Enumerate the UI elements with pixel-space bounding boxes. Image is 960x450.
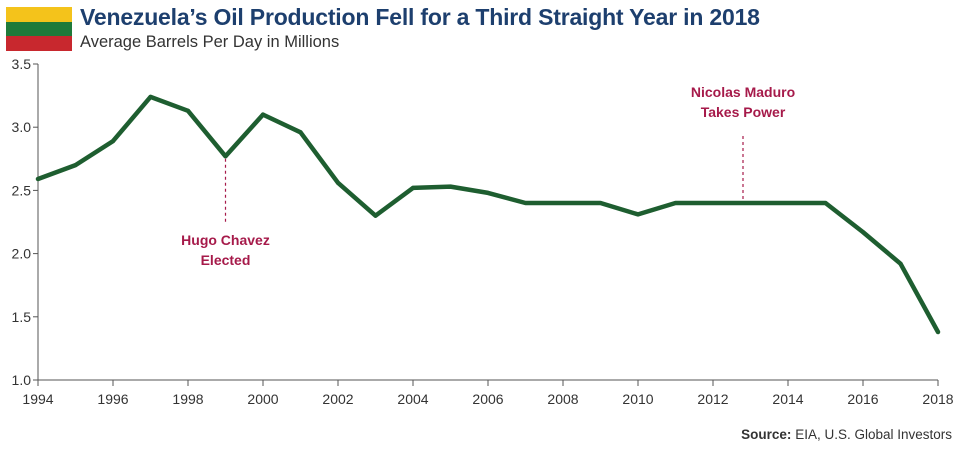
data-point xyxy=(411,185,415,190)
y-tick-label: 1.0 xyxy=(12,372,32,388)
annotation-label: Nicolas Maduro xyxy=(691,84,795,100)
series-line xyxy=(35,94,941,335)
x-tick-label: 2000 xyxy=(247,391,278,407)
x-tick-label: 2002 xyxy=(322,391,353,407)
x-tick-label: 2016 xyxy=(847,391,878,407)
x-tick-label: 1994 xyxy=(22,391,53,407)
data-point xyxy=(111,139,115,144)
data-point xyxy=(186,108,190,113)
data-point xyxy=(223,154,228,159)
chart-subtitle: Average Barrels Per Day in Millions xyxy=(80,33,340,51)
y-tick-label: 1.5 xyxy=(12,309,32,325)
data-point xyxy=(561,201,565,206)
data-point xyxy=(823,201,828,206)
x-tick-label: 2004 xyxy=(397,391,428,407)
data-point xyxy=(36,177,40,182)
data-point xyxy=(786,201,790,206)
y-tick-label: 3.0 xyxy=(12,119,32,135)
annotation-label: Takes Power xyxy=(701,104,786,120)
annotation-label: Elected xyxy=(201,252,251,268)
x-tick-label: 2010 xyxy=(622,391,653,407)
data-point xyxy=(936,329,940,334)
y-tick-label: 2.0 xyxy=(12,246,32,262)
data-point xyxy=(73,163,78,168)
x-tick-label: 1996 xyxy=(97,391,128,407)
source-text: EIA, U.S. Global Investors xyxy=(795,427,952,442)
x-tick-label: 1998 xyxy=(172,391,203,407)
flag-logo xyxy=(6,7,72,51)
data-point xyxy=(298,130,303,135)
data-point xyxy=(861,230,865,235)
data-point xyxy=(486,190,490,195)
flag-stripe-red xyxy=(6,36,72,51)
data-point xyxy=(336,180,340,185)
y-tick-label: 3.5 xyxy=(12,56,32,72)
data-point xyxy=(261,112,265,117)
data-point xyxy=(673,201,678,206)
flag-stripe-yellow xyxy=(6,7,72,22)
x-tick-label: 2014 xyxy=(772,391,803,407)
data-point xyxy=(636,212,640,217)
y-tick-label: 2.5 xyxy=(12,182,32,198)
x-tick-label: 2018 xyxy=(922,391,953,407)
data-point xyxy=(748,201,753,206)
chart-title: Venezuela’s Oil Production Fell for a Th… xyxy=(80,4,760,30)
source-note: Source: EIA, U.S. Global Investors xyxy=(741,427,952,442)
x-tick-label: 2006 xyxy=(472,391,503,407)
data-point xyxy=(898,261,903,266)
x-tick-label: 2008 xyxy=(547,391,578,407)
data-point xyxy=(523,201,528,206)
data-point xyxy=(373,213,378,218)
data-point xyxy=(598,201,603,206)
data-point xyxy=(148,94,153,99)
annotation-label: Hugo Chavez xyxy=(181,232,270,248)
data-point xyxy=(448,184,453,189)
flag-stripe-green xyxy=(6,21,72,37)
data-point xyxy=(711,201,715,206)
source-label: Source: xyxy=(741,427,792,442)
x-tick-label: 2012 xyxy=(697,391,728,407)
